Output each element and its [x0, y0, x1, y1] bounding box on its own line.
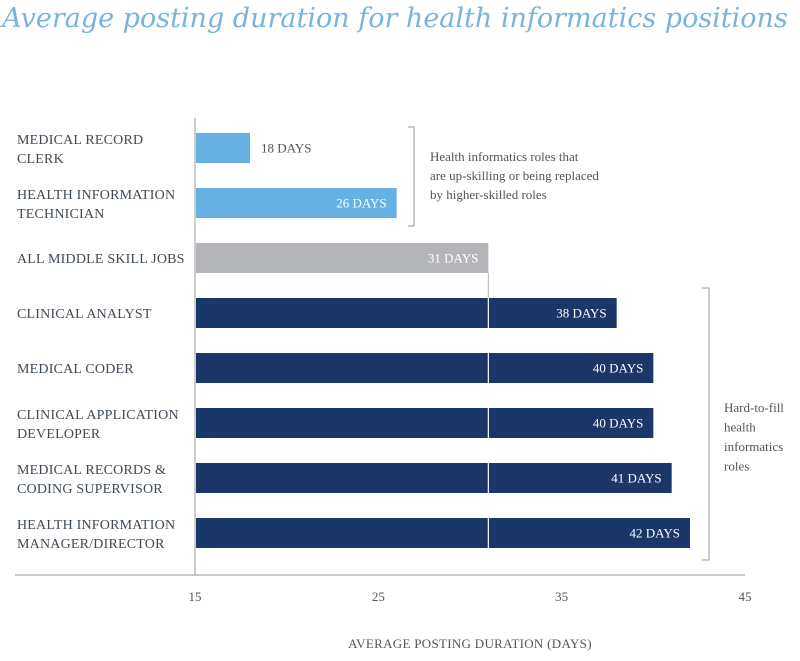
bar: [196, 353, 654, 383]
bracket: [408, 126, 415, 227]
bar: [196, 243, 489, 273]
category-label: MEDICAL RECORDS &: [17, 463, 166, 478]
value-label: 40 DAYS: [593, 416, 643, 431]
value-label: 41 DAYS: [611, 471, 661, 486]
annotation-text: are up-skilling or being replaced: [430, 168, 599, 183]
bar: [196, 298, 617, 328]
value-label: 38 DAYS: [556, 306, 606, 321]
category-label: MEDICAL CODER: [17, 362, 134, 377]
value-label: 40 DAYS: [593, 361, 643, 376]
bar: [196, 518, 690, 548]
bar: [196, 408, 654, 438]
category-label: TECHNICIAN: [17, 207, 105, 222]
chart-title: Average posting duration for health info…: [2, 3, 788, 34]
category-label: CODING SUPERVISOR: [17, 482, 163, 497]
value-label: 31 DAYS: [428, 251, 478, 266]
category-label: CLINICAL ANALYST: [17, 307, 152, 322]
annotation-text: roles: [724, 459, 749, 474]
category-label: MEDICAL RECORD: [17, 133, 143, 148]
category-label: CLERK: [17, 152, 64, 167]
category-label: ALL MIDDLE SKILL JOBS: [17, 252, 185, 267]
bars-layer: [196, 133, 690, 548]
annotations: Health informatics roles that are up-skil…: [408, 126, 784, 561]
annotation-text: Health informatics roles that: [430, 149, 579, 164]
x-tick-label: 45: [739, 589, 752, 604]
annotation-text: informatics: [724, 439, 783, 454]
annotation-text: health: [724, 420, 756, 435]
category-label: CLINICAL APPLICATION: [17, 408, 179, 423]
x-tick-label: 15: [189, 589, 202, 604]
bracket: [702, 287, 710, 561]
x-axis: 15 25 35 45 AVERAGE POSTING DURATION (DAYS): [15, 118, 752, 651]
bar: [196, 133, 250, 163]
category-label: DEVELOPER: [17, 427, 101, 442]
value-labels: 18 DAYS 26 DAYS 31 DAYS 38 DAYS 40 DAYS 40 DA…: [261, 141, 680, 541]
value-label: 42 DAYS: [630, 526, 680, 541]
x-axis-label: AVERAGE POSTING DURATION (DAYS): [348, 636, 592, 651]
annotation-text: Hard-to-fill: [724, 400, 784, 415]
category-label: HEALTH INFORMATION: [17, 188, 175, 203]
value-label: 18 DAYS: [261, 141, 311, 156]
bar: [196, 188, 397, 218]
x-tick-label: 35: [555, 589, 568, 604]
x-tick-label: 25: [372, 589, 385, 604]
annotation-text: by higher-skilled roles: [430, 187, 547, 202]
category-label: HEALTH INFORMATION: [17, 518, 175, 533]
category-labels: MEDICAL RECORD CLERK HEALTH INFORMATION TEC…: [17, 133, 185, 552]
value-label: 26 DAYS: [336, 196, 386, 211]
bar: [196, 463, 672, 493]
category-label: MANAGER/DIRECTOR: [17, 537, 165, 552]
